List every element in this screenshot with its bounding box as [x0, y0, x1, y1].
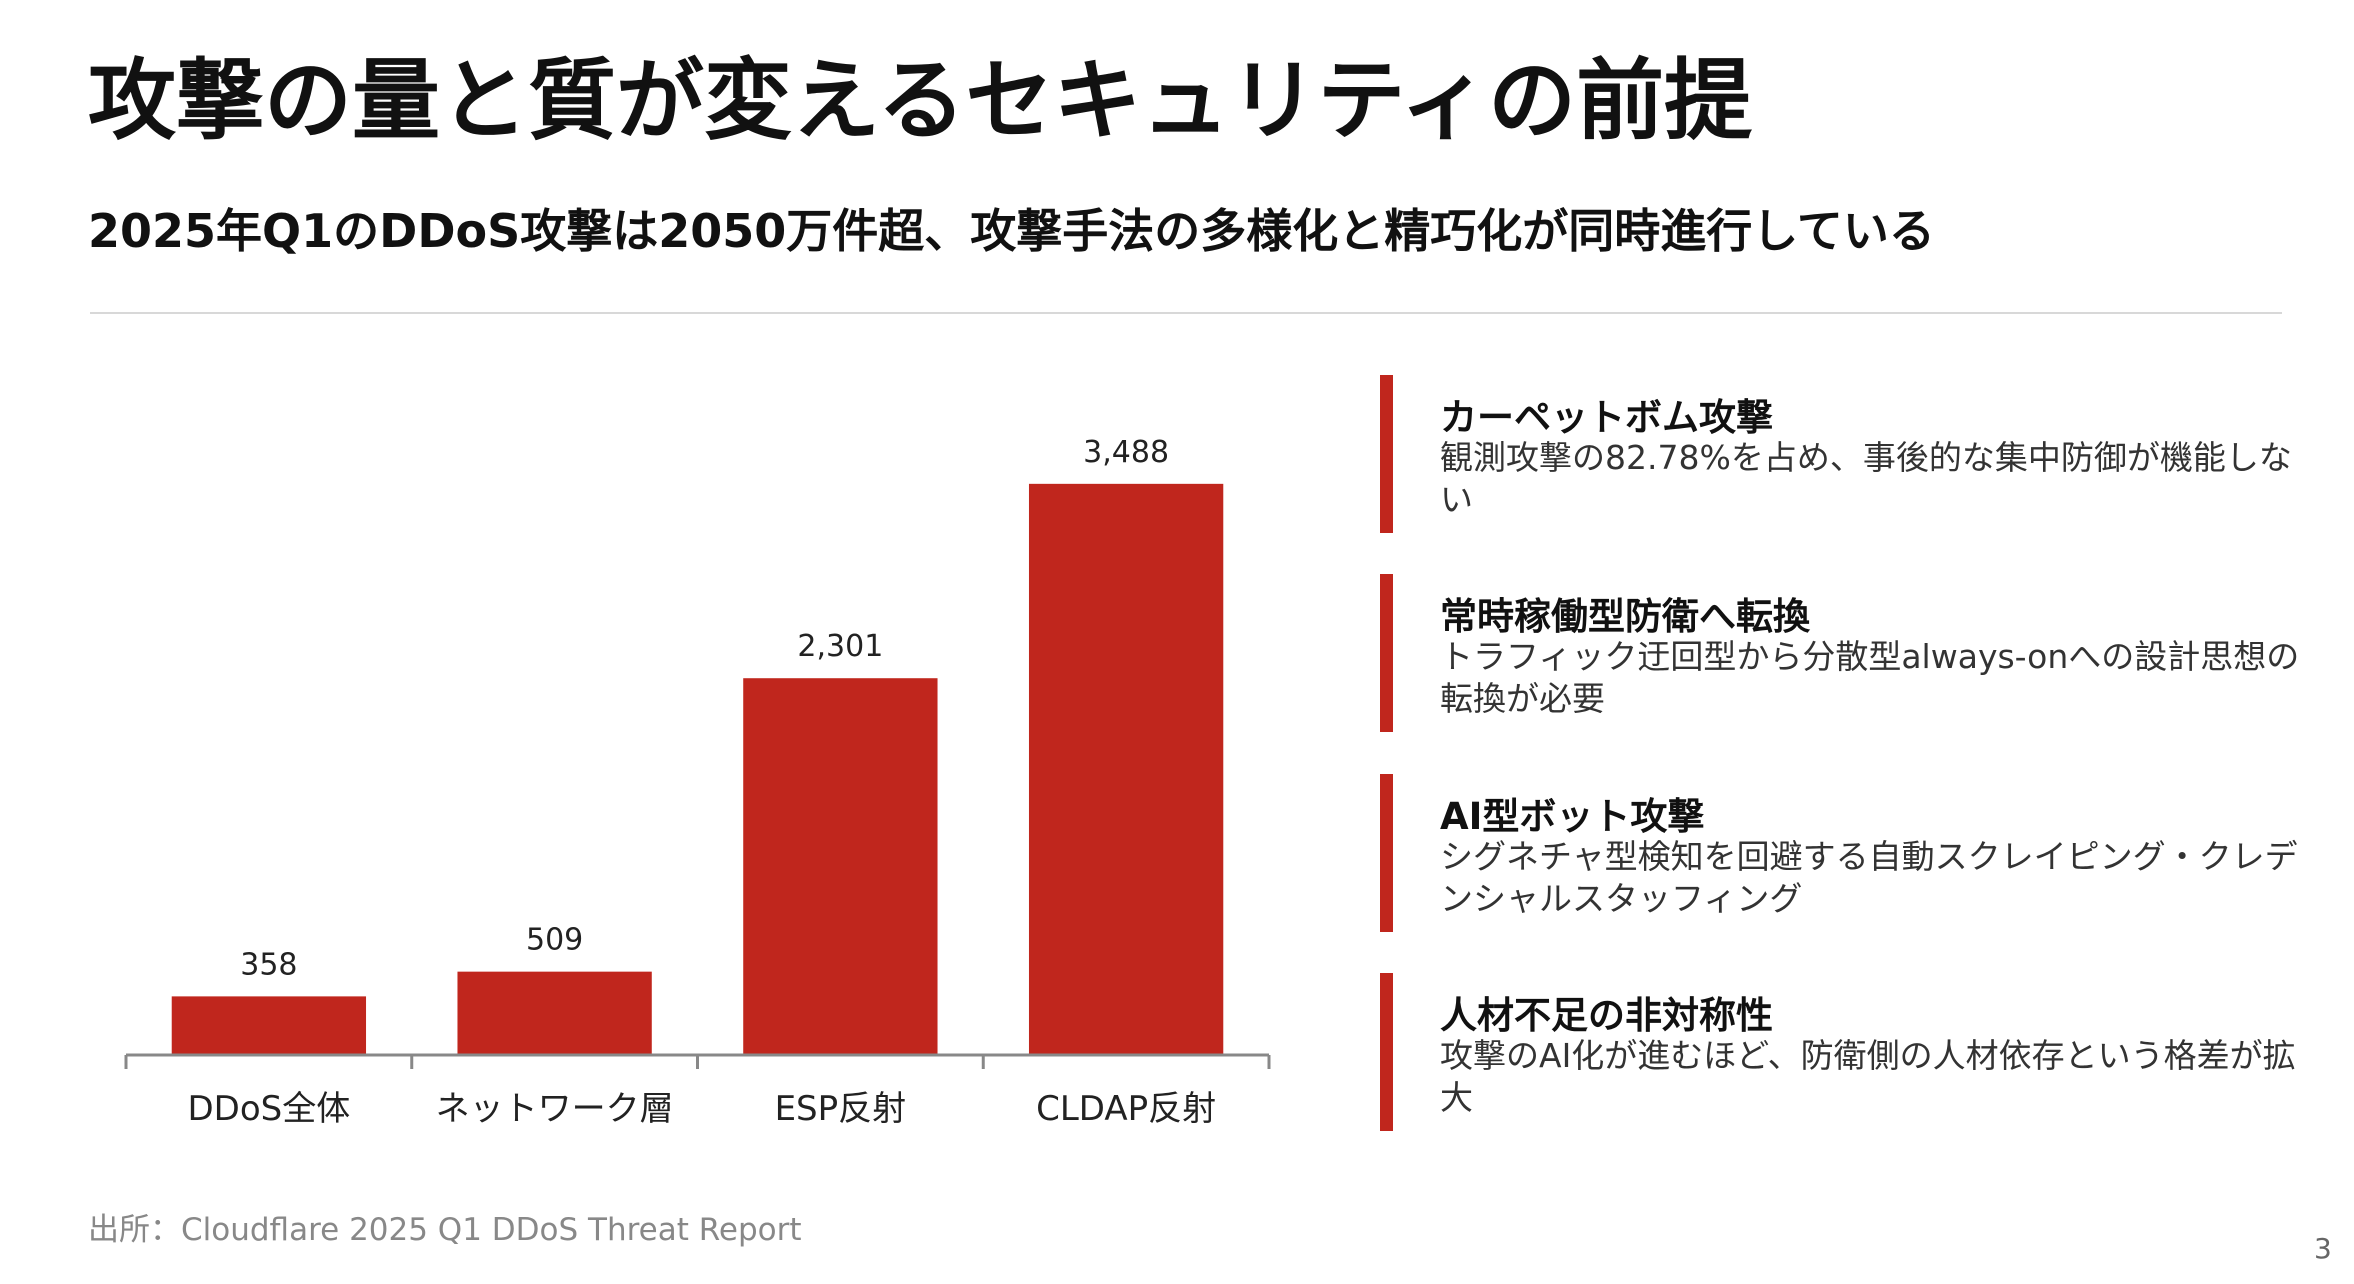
accent-bar: [1380, 973, 1393, 1131]
divider: [90, 312, 2282, 314]
point: 人材不足の非対称性 攻撃のAI化が進むほど、防衛側の人材依存という格差が拡大: [1380, 973, 2320, 1131]
x-tick-label: ESP反射: [775, 1089, 907, 1129]
data-label: 509: [526, 923, 583, 958]
accent-bar: [1380, 375, 1393, 533]
point: AI型ボット攻撃 シグネチャ型検知を回避する自動スクレイピング・クレデンシャルスタ…: [1380, 774, 2320, 932]
bar: [743, 678, 938, 1055]
subtitle: 2025年Q1のDDoS攻撃は2050万件超、攻撃手法の多様化と精巧化が同時進行…: [88, 204, 1935, 258]
bar: [1028, 483, 1224, 1056]
chart: 358 DDoS全体 509 ネットワーク層 2,301 ESP反射 3,488 CLDAP反…: [124, 435, 1271, 1129]
x-tick-label: CLDAP反射: [1036, 1089, 1216, 1129]
bar: [171, 996, 367, 1055]
bar: [457, 971, 652, 1055]
point-heading: カーペットボム攻撃: [1440, 396, 1773, 439]
x-tick-label: DDoS全体: [188, 1089, 351, 1129]
accent-bar: [1380, 574, 1393, 732]
point-body: 攻撃のAI化が進むほど、防衛側の人材依存という格差が拡大: [1440, 1036, 2296, 1117]
point-body: シグネチャ型検知を回避する自動スクレイピング・クレデンシャルスタッフィング: [1440, 837, 2298, 918]
point: 常時稼働型防衛へ転換 トラフィック迂回型から分散型always-onへの設計思想の…: [1380, 574, 2320, 732]
point-heading: 人材不足の非対称性: [1440, 994, 1773, 1037]
point-heading: 常時稼働型防衛へ転換: [1440, 595, 1810, 638]
accent-bar: [1380, 774, 1393, 932]
source: 出所：Cloudflare 2025 Q1 DDoS Threat Report: [88, 1212, 802, 1248]
data-label: 2,301: [797, 629, 883, 664]
point-heading: AI型ボット攻撃: [1440, 795, 1705, 838]
x-tick-label: ネットワーク層: [436, 1089, 674, 1129]
data-label: 358: [240, 947, 297, 982]
point-body: 観測攻撃の82.78%を占め、事後的な集中防御が機能しない: [1440, 438, 2292, 519]
title: 攻撃の量と質が変えるセキュリティの前提: [88, 49, 1753, 152]
page-number: 3: [2314, 1232, 2332, 1265]
point: カーペットボム攻撃 観測攻撃の82.78%を占め、事後的な集中防御が機能しない: [1380, 375, 2320, 533]
point-body: トラフィック迂回型から分散型always-onへの設計思想の転換が必要: [1440, 637, 2300, 718]
data-label: 3,488: [1083, 435, 1169, 470]
